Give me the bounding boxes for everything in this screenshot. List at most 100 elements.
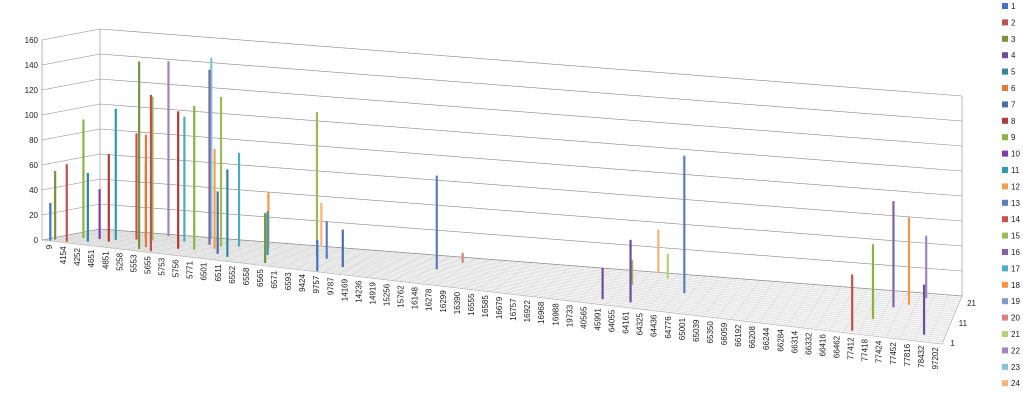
bar: [907, 217, 911, 305]
bar: [135, 133, 138, 240]
side-wall-gridline: [41, 53, 101, 66]
legend-swatch: [1002, 216, 1008, 223]
legend-label: 9: [1011, 133, 1016, 142]
bar: [151, 96, 154, 241]
back-wall-gridline: [99, 28, 963, 97]
bar: [167, 61, 170, 237]
legend-swatch: [1002, 298, 1008, 305]
legend-label: 2: [1011, 18, 1016, 27]
x-tick-label: 16585: [481, 295, 490, 318]
bar: [177, 111, 180, 249]
bar: [683, 155, 686, 294]
bar: [86, 172, 89, 242]
x-tick-label: 4252: [73, 248, 82, 266]
x-tick-label: 77452: [889, 342, 898, 365]
bar: [341, 229, 344, 268]
legend-swatch: [1002, 380, 1008, 387]
x-tick-label: 16988: [551, 303, 560, 326]
x-tick-label: 66462: [833, 335, 842, 358]
floor-grid-line: [54, 237, 947, 335]
x-tick-label: 16148: [411, 287, 420, 310]
back-wall-gridline: [99, 178, 963, 247]
x-tick-label: 64161: [622, 311, 631, 334]
floor-grid-line: [73, 233, 953, 319]
side-wall-gridline: [41, 203, 101, 216]
x-tick-label: 6571: [270, 270, 279, 288]
bar: [98, 189, 101, 240]
y-tick-label: 100: [25, 111, 39, 120]
x-tick-label: 4851: [101, 251, 110, 269]
legend-label: 8: [1011, 117, 1016, 126]
floor-grid-line: [85, 231, 958, 309]
side-wall-gridline: [41, 28, 101, 41]
x-tick-label: 97202: [931, 347, 940, 370]
x-tick-label: 4154: [59, 246, 68, 264]
legend-label: 11: [1011, 166, 1020, 175]
legend-label: 1: [1011, 2, 1016, 11]
chart-floor: [41, 228, 963, 345]
side-wall-gridline: [41, 178, 101, 191]
floor-grid-line: [68, 234, 952, 323]
side-wall-gridline: [41, 103, 101, 116]
x-tick-label: 64776: [664, 316, 673, 339]
bar: [149, 94, 153, 252]
x-tick-label: 6552: [228, 265, 237, 283]
legend-swatch: [1002, 347, 1008, 354]
legend-label: 6: [1011, 84, 1016, 93]
floor-grid-line: [97, 229, 962, 299]
x-tick-label: 64436: [650, 314, 659, 337]
floor-grid-line: [66, 235, 951, 325]
bar: [266, 211, 269, 256]
x-tick-label: 66332: [804, 332, 813, 355]
y-tick-label: 120: [25, 86, 39, 95]
x-tick-label: 77412: [847, 337, 856, 360]
x-tick-label: 65001: [678, 317, 687, 340]
floor-grid-line: [90, 230, 959, 305]
bar: [316, 239, 319, 272]
x-tick-label: 78432: [917, 345, 926, 368]
x-tick-label: 65039: [692, 319, 701, 342]
x-tick-label: 77424: [875, 340, 884, 363]
legend-swatch: [1002, 167, 1008, 173]
bar: [657, 229, 660, 274]
back-wall-gridline: [99, 228, 963, 297]
legend-swatch: [1002, 134, 1008, 141]
bar: [601, 268, 604, 300]
depth-tick-label: 21: [967, 299, 976, 308]
bar: [208, 69, 211, 245]
x-tick-label: 6501: [200, 262, 209, 280]
bar: [107, 154, 110, 242]
x-tick-label: 66059: [720, 322, 729, 345]
y-tick-label: 160: [25, 36, 39, 45]
y-tick-label: 20: [29, 211, 38, 220]
y-tick-label: 140: [25, 61, 39, 70]
legend-swatch: [1002, 249, 1008, 255]
bar: [226, 169, 229, 257]
side-wall-gridline: [41, 228, 101, 241]
bar: [210, 57, 213, 239]
y-tick-label: 0: [34, 236, 39, 245]
legend-label: 17: [1011, 264, 1020, 273]
x-tick-label: 6511: [214, 264, 223, 282]
side-wall-gridline: [41, 78, 101, 91]
x-tick-label: 14169: [340, 278, 349, 301]
x-tick-label: 16679: [495, 296, 504, 319]
x-tick-label: 16757: [509, 298, 518, 321]
floor-grid-line: [58, 236, 948, 331]
x-tick-label: 15762: [397, 285, 406, 308]
bar: [237, 152, 241, 247]
legend-swatch: [1002, 101, 1008, 108]
x-tick-label: 16555: [467, 293, 476, 316]
bar: [325, 221, 328, 259]
y-axis-ticks: 0 20 40 60 80 100 120 140 160: [25, 36, 39, 245]
x-tick-label: 16968: [537, 301, 546, 324]
bar: [631, 260, 634, 286]
x-tick-label: 9: [45, 244, 54, 249]
legend-swatch: [1002, 232, 1008, 239]
x-tick-label: 6558: [242, 267, 251, 285]
bar: [851, 274, 854, 331]
x-tick-label: 77816: [903, 343, 912, 366]
bar: [925, 235, 928, 299]
